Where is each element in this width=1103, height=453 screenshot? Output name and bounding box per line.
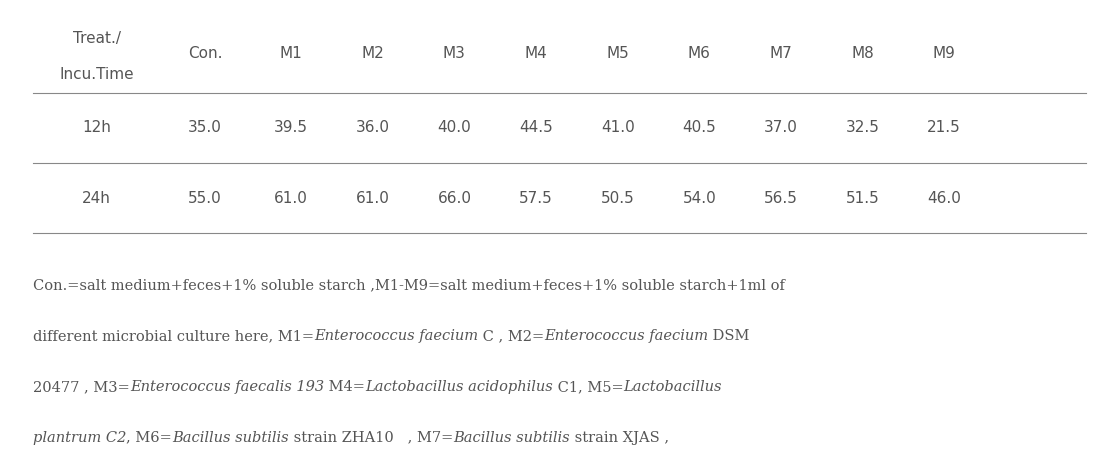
Text: 66.0: 66.0 <box>438 191 471 206</box>
Text: 40.5: 40.5 <box>683 120 716 135</box>
Text: M4=: M4= <box>324 380 365 394</box>
Text: Enterococcus faecium: Enterococcus faecium <box>545 329 708 343</box>
Text: Con.=salt medium+feces+1% soluble starch ,M1-M9=salt medium+feces+1% soluble sta: Con.=salt medium+feces+1% soluble starch… <box>33 279 785 292</box>
Text: M3: M3 <box>443 46 465 61</box>
Text: 37.0: 37.0 <box>764 120 797 135</box>
Text: 32.5: 32.5 <box>846 120 879 135</box>
Text: 51.5: 51.5 <box>846 191 879 206</box>
Text: M7: M7 <box>770 46 792 61</box>
Text: C1, M5=: C1, M5= <box>553 380 623 394</box>
Text: 55.0: 55.0 <box>189 191 222 206</box>
Text: Bacillus subtilis: Bacillus subtilis <box>172 431 289 444</box>
Text: 35.0: 35.0 <box>189 120 222 135</box>
Text: 41.0: 41.0 <box>601 120 634 135</box>
Text: Enterococcus faecium: Enterococcus faecium <box>314 329 479 343</box>
Text: M2: M2 <box>362 46 384 61</box>
Text: 20477 , M3=: 20477 , M3= <box>33 380 130 394</box>
Text: M4: M4 <box>525 46 547 61</box>
Text: 61.0: 61.0 <box>356 191 389 206</box>
Text: 54.0: 54.0 <box>683 191 716 206</box>
Text: Lactobacillus acidophilus: Lactobacillus acidophilus <box>365 380 553 394</box>
Text: 46.0: 46.0 <box>928 191 961 206</box>
Text: Bacillus subtilis: Bacillus subtilis <box>453 431 570 444</box>
Text: , M6=: , M6= <box>127 431 172 444</box>
Text: Con.: Con. <box>188 46 223 61</box>
Text: M9: M9 <box>933 46 955 61</box>
Text: DSM: DSM <box>708 329 750 343</box>
Text: 50.5: 50.5 <box>601 191 634 206</box>
Text: 44.5: 44.5 <box>520 120 553 135</box>
Text: 61.0: 61.0 <box>275 191 308 206</box>
Text: 39.5: 39.5 <box>275 120 308 135</box>
Text: strain ZHA10   , M7=: strain ZHA10 , M7= <box>289 431 453 444</box>
Text: M8: M8 <box>852 46 874 61</box>
Text: 24h: 24h <box>82 191 111 206</box>
Text: strain XJAS ,: strain XJAS , <box>570 431 668 444</box>
Text: Lactobacillus: Lactobacillus <box>623 380 721 394</box>
Text: M1: M1 <box>280 46 302 61</box>
Text: 36.0: 36.0 <box>356 120 389 135</box>
Text: Enterococcus faecalis 193: Enterococcus faecalis 193 <box>130 380 324 394</box>
Text: 12h: 12h <box>82 120 111 135</box>
Text: 40.0: 40.0 <box>438 120 471 135</box>
Text: 57.5: 57.5 <box>520 191 553 206</box>
Text: plantrum C2: plantrum C2 <box>33 431 127 444</box>
Text: Incu.Time: Incu.Time <box>60 67 133 82</box>
Text: M5: M5 <box>607 46 629 61</box>
Text: M6: M6 <box>688 46 710 61</box>
Text: C , M2=: C , M2= <box>479 329 545 343</box>
Text: 56.5: 56.5 <box>764 191 797 206</box>
Text: different microbial culture here, M1=: different microbial culture here, M1= <box>33 329 314 343</box>
Text: Treat./: Treat./ <box>73 31 120 46</box>
Text: 21.5: 21.5 <box>928 120 961 135</box>
